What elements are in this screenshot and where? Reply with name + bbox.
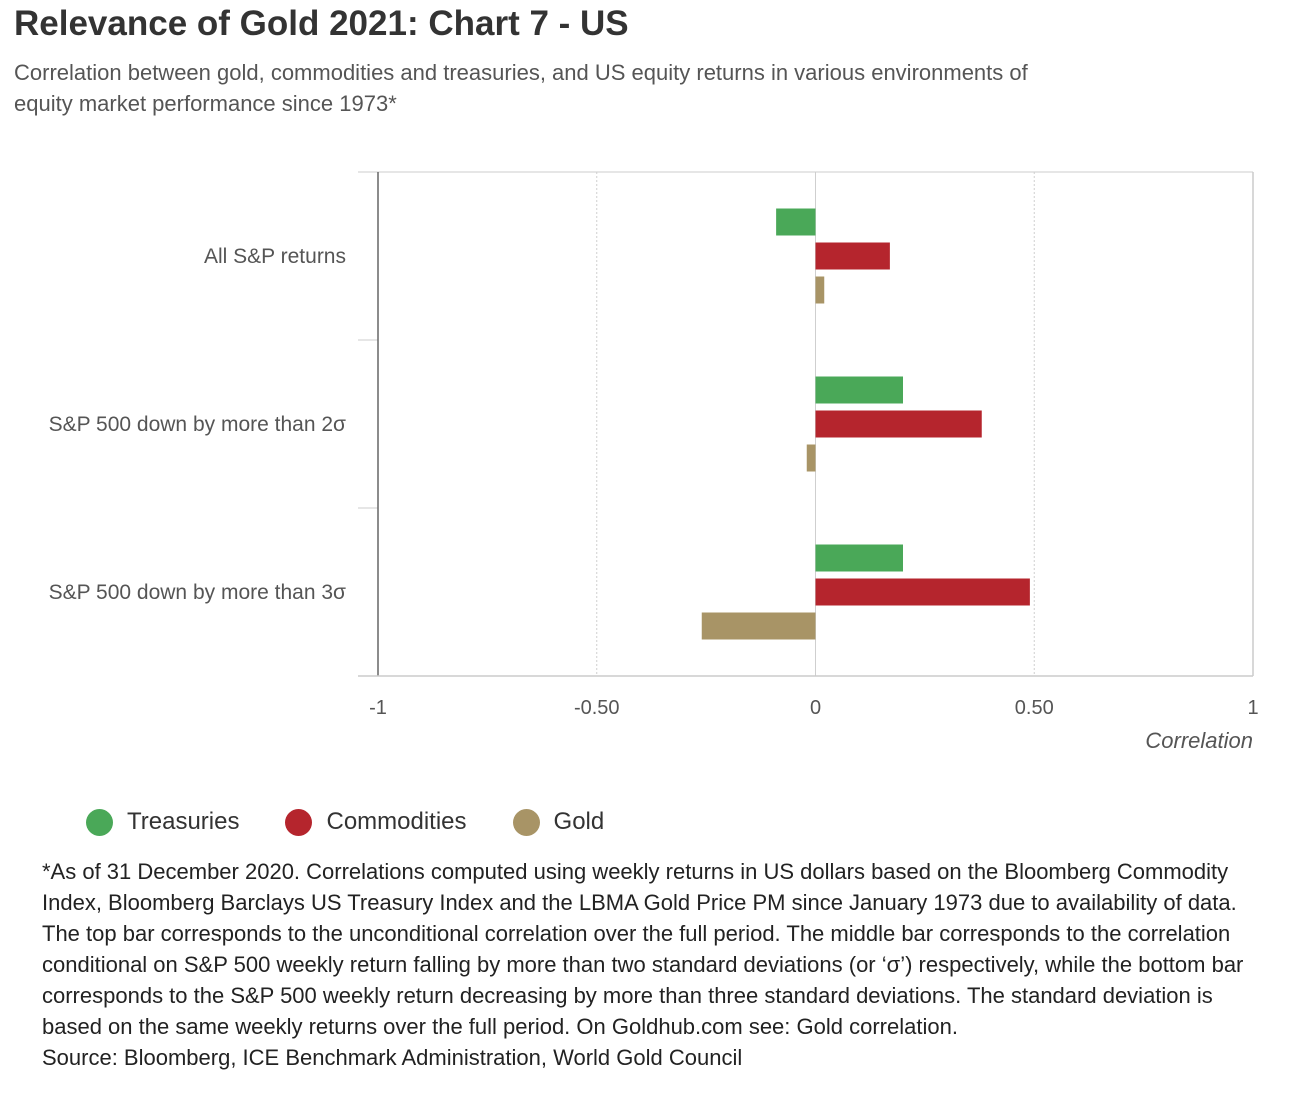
source-text: Source: Bloomberg, ICE Benchmark Adminis…	[42, 1045, 743, 1070]
legend-marker	[86, 808, 113, 836]
category-label: S&P 500 down by more than 2σ	[49, 413, 346, 436]
legend-label: Gold	[553, 808, 605, 835]
bars	[701, 208, 1030, 640]
x-tick-label: -0.50	[574, 697, 620, 719]
tick-labels: -1 -0.50 0 0.50 1	[369, 697, 1258, 719]
x-tick-label: 0.50	[1015, 697, 1054, 719]
bar-commodities-2[interactable]	[815, 578, 1030, 606]
x-axis-title: Correlation	[1145, 728, 1253, 753]
footnote-text: *As of 31 December 2020. Correlations co…	[42, 859, 1244, 1039]
legend-item-treasuries[interactable]: Treasuries	[86, 808, 239, 836]
bar-treasuries-2[interactable]	[815, 544, 904, 572]
axes	[358, 171, 1254, 677]
bar-gold-2[interactable]	[701, 612, 816, 640]
bar-gold-0[interactable]	[815, 276, 825, 304]
chart-subtitle: Correlation between gold, commodities an…	[14, 60, 1028, 116]
x-tick-label: -1	[369, 697, 387, 719]
footnote: *As of 31 December 2020. Correlations co…	[42, 856, 1262, 1073]
legend-item-commodities[interactable]: Commodities	[285, 808, 467, 836]
legend-item-gold[interactable]: Gold	[512, 808, 605, 836]
legend-label: Treasuries	[127, 808, 240, 835]
bar-gold-1[interactable]	[806, 444, 816, 472]
category-label: All S&P returns	[204, 245, 346, 268]
bar-commodities-1[interactable]	[815, 410, 982, 438]
category-label: S&P 500 down by more than 3σ	[49, 581, 346, 604]
category-labels: All S&P returns S&P 500 down by more than…	[49, 245, 346, 604]
legend-marker	[285, 808, 313, 836]
bar-treasuries-1[interactable]	[815, 376, 904, 404]
legend-marker	[512, 808, 540, 836]
legend: Treasuries Commodities Gold	[86, 808, 650, 836]
x-tick-label: 1	[1247, 697, 1258, 719]
bar-chart: All S&P returns S&P 500 down by more than…	[49, 171, 1259, 753]
bar-commodities-0[interactable]	[815, 242, 890, 270]
legend-label: Commodities	[326, 808, 467, 835]
chart-title: Relevance of Gold 2021: Chart 7 - US	[14, 4, 629, 43]
x-tick-label: 0	[810, 697, 821, 719]
bar-treasuries-0[interactable]	[776, 208, 816, 236]
